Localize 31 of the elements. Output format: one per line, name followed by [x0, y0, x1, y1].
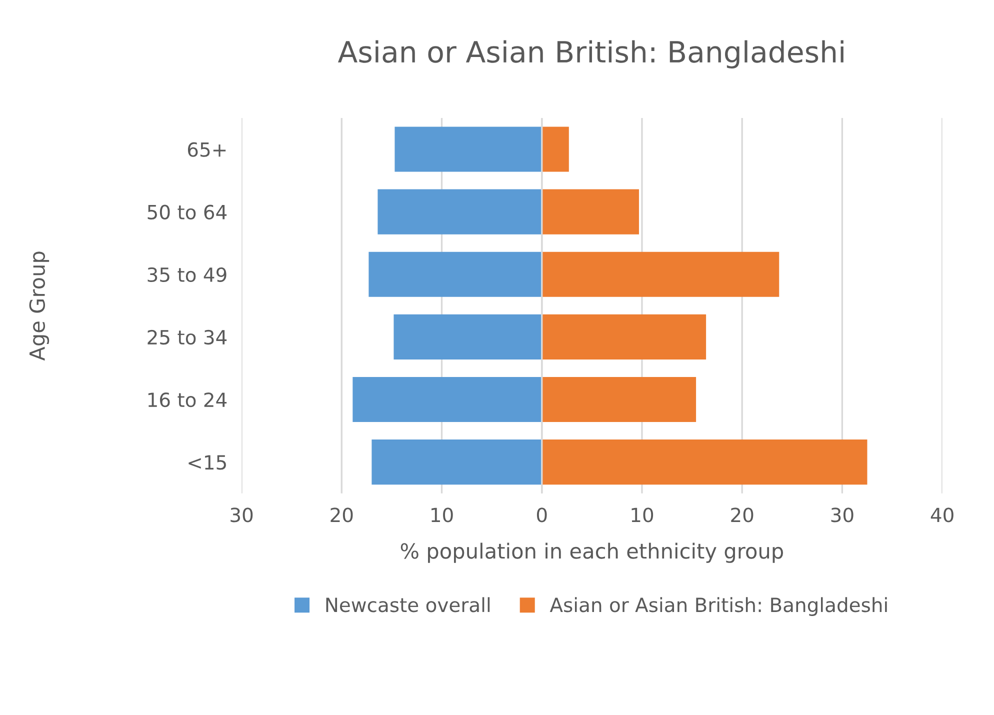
y-tick-label: <15	[188, 455, 226, 470]
x-tick-label: 30	[831, 508, 854, 522]
bar	[368, 252, 542, 297]
x-tick-label: 40	[930, 508, 954, 522]
y-tick-label: 35 to 49	[148, 267, 226, 282]
x-tick-label: 30	[230, 508, 253, 522]
y-tick-label: 65+	[188, 142, 226, 157]
bar	[372, 440, 542, 485]
bar	[542, 252, 780, 297]
bar	[378, 189, 542, 234]
x-tick-label: 20	[330, 508, 353, 522]
bar	[542, 126, 569, 172]
bar	[542, 189, 639, 234]
legend-label: Newcaste overall	[326, 597, 490, 612]
y-tick-label: 25 to 34	[148, 330, 227, 345]
bar	[394, 126, 542, 172]
chart-title: Asian or Asian British: Bangladeshi	[338, 40, 844, 68]
x-tick-label: 10	[432, 508, 453, 522]
legend-label: Asian or Asian British: Bangladeshi	[550, 597, 887, 616]
bar	[352, 376, 542, 422]
x-tick-label: 0	[536, 508, 547, 522]
y-tick-label: 16 to 24	[148, 392, 227, 408]
x-axis-title: % population in each ethnicity group	[400, 542, 783, 563]
bar	[542, 376, 696, 422]
y-axis-title: Age Group	[29, 252, 50, 361]
bar	[542, 440, 868, 485]
x-tick-label: 20	[731, 508, 754, 522]
y-tick-label: 50 to 64	[148, 204, 227, 220]
x-tick-label: 10	[632, 508, 654, 522]
bar	[394, 314, 542, 360]
bar	[542, 314, 706, 360]
